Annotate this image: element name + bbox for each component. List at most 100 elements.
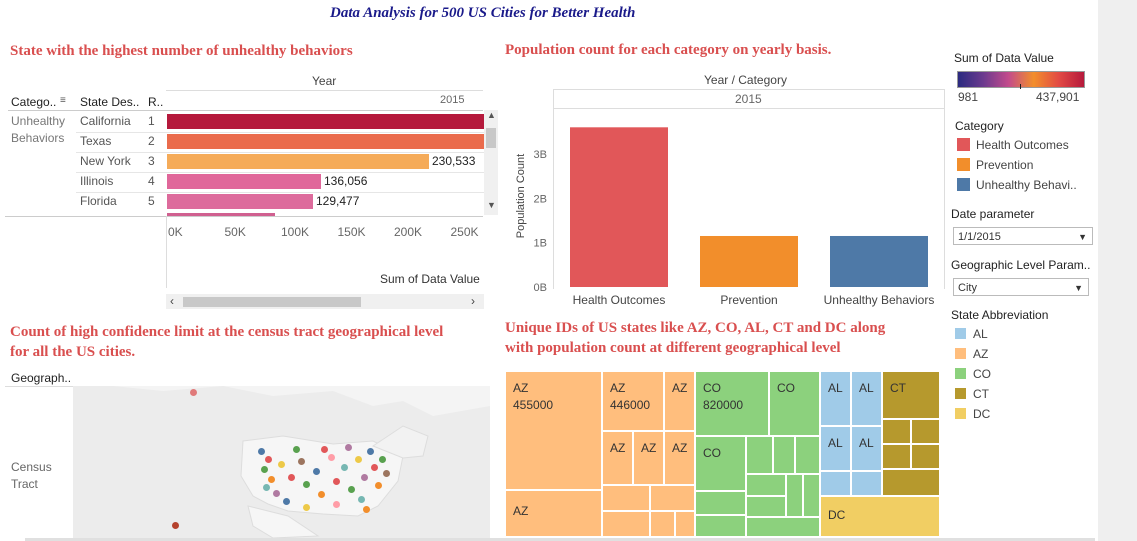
map-dot[interactable] [303, 481, 310, 488]
treemap-cell-co[interactable] [746, 474, 786, 496]
map-dot-hawaii[interactable] [172, 522, 179, 529]
legend-swatch[interactable] [955, 408, 966, 419]
treemap-cell-az[interactable] [675, 511, 695, 537]
treemap-cell-co[interactable] [746, 496, 786, 517]
treemap-cell-az[interactable]: AZ 455000 [505, 371, 602, 490]
map-dot[interactable] [313, 468, 320, 475]
treemap-cell-ct[interactable] [882, 469, 940, 496]
map-dot[interactable] [333, 478, 340, 485]
treemap-cell-ct[interactable] [911, 444, 940, 469]
legend-swatch[interactable] [957, 178, 970, 191]
legend-label[interactable]: Health Outcomes [976, 138, 1069, 152]
treemap-cell-co[interactable] [746, 517, 820, 537]
map-dot[interactable] [355, 456, 362, 463]
bar[interactable] [570, 127, 668, 287]
map-dot[interactable] [379, 456, 386, 463]
chevron-down-icon[interactable]: ▼ [1078, 232, 1087, 242]
h-scroll-thumb[interactable] [183, 297, 361, 307]
legend-label[interactable]: AZ [973, 347, 989, 361]
us-map[interactable] [73, 386, 490, 538]
treemap-cell-co[interactable]: CO 820000 [695, 371, 769, 436]
map-dot[interactable] [348, 486, 355, 493]
map-dot[interactable] [258, 448, 265, 455]
map-dot[interactable] [293, 446, 300, 453]
treemap-cell-al[interactable] [851, 471, 882, 496]
row-bar[interactable] [167, 194, 313, 209]
row-bar[interactable] [167, 154, 429, 169]
legend-label[interactable]: Prevention [976, 158, 1034, 172]
legend-label[interactable]: DC [973, 407, 991, 421]
treemap-cell-co[interactable] [746, 436, 773, 474]
treemap-cell-az[interactable]: AZ [505, 490, 602, 537]
treemap-cell-al[interactable]: AL [851, 426, 882, 471]
map-dot[interactable] [358, 496, 365, 503]
treemap-cell-ct[interactable] [882, 444, 911, 469]
legend-swatch[interactable] [955, 388, 966, 399]
geo-param-dropdown[interactable]: City ▼ [953, 278, 1089, 296]
map-dot[interactable] [345, 444, 352, 451]
map-dot[interactable] [375, 482, 382, 489]
treemap-cell-co[interactable] [773, 436, 795, 474]
treemap-cell-co[interactable]: CO [769, 371, 820, 436]
sort-icon[interactable]: ≡ [60, 95, 66, 106]
bottom-scrollbar[interactable] [25, 538, 1095, 541]
vertical-scrollbar[interactable]: ▲ ▼ [484, 110, 498, 215]
map-dot[interactable] [263, 484, 270, 491]
legend-label[interactable]: CO [973, 367, 991, 381]
legend-swatch[interactable] [957, 158, 970, 171]
bar[interactable] [700, 235, 798, 287]
map-dot[interactable] [367, 448, 374, 455]
map-dot[interactable] [278, 461, 285, 468]
color-gradient-legend[interactable] [957, 71, 1085, 88]
treemap-cell-co[interactable] [695, 515, 746, 537]
treemap-cell-az[interactable]: AZ [664, 371, 695, 431]
map-dot[interactable] [273, 490, 280, 497]
chevron-down-icon[interactable]: ▼ [1074, 283, 1083, 293]
scroll-thumb[interactable] [486, 128, 496, 148]
scroll-up-arrow[interactable]: ▲ [487, 110, 496, 120]
date-param-dropdown[interactable]: 1/1/2015 ▼ [953, 227, 1093, 245]
treemap-cell-az[interactable] [602, 511, 650, 537]
scroll-right-arrow[interactable]: › [471, 294, 475, 308]
header-category[interactable]: Catego.. [11, 95, 57, 109]
treemap-cell-al[interactable]: AL [820, 426, 851, 471]
treemap-cell-al[interactable] [820, 471, 851, 496]
row-bar[interactable] [167, 174, 321, 189]
map-dot[interactable] [321, 446, 328, 453]
map-dot[interactable] [283, 498, 290, 505]
map-dot[interactable] [328, 454, 335, 461]
bar[interactable] [830, 235, 928, 287]
map-dot[interactable] [268, 476, 275, 483]
treemap-cell-ct[interactable] [911, 419, 940, 444]
treemap-cell-co[interactable]: CO [695, 436, 746, 491]
treemap-cell-al[interactable]: AL [820, 371, 851, 426]
map-dot[interactable] [341, 464, 348, 471]
treemap-cell-dc[interactable]: DC [820, 496, 940, 537]
treemap-cell-co[interactable] [795, 436, 820, 474]
treemap-cell-al[interactable]: AL [851, 371, 882, 426]
legend-swatch[interactable] [955, 368, 966, 379]
treemap-cell-az[interactable] [650, 485, 695, 511]
treemap-cell-az[interactable]: AZ 446000 [602, 371, 664, 431]
treemap-cell-az[interactable]: AZ [602, 431, 633, 485]
map-dot[interactable] [303, 504, 310, 511]
legend-label[interactable]: CT [973, 387, 989, 401]
map-dot[interactable] [318, 491, 325, 498]
map-dot[interactable] [298, 458, 305, 465]
legend-swatch[interactable] [955, 348, 966, 359]
legend-swatch[interactable] [955, 328, 966, 339]
header-rank[interactable]: R.. [148, 95, 164, 109]
map-dot[interactable] [383, 470, 390, 477]
treemap-cell-co[interactable] [786, 474, 803, 517]
treemap-cell-co[interactable] [695, 491, 746, 515]
row-bar[interactable] [167, 114, 485, 129]
map-dot[interactable] [265, 456, 272, 463]
header-state[interactable]: State Des.. [80, 95, 140, 109]
legend-label[interactable]: AL [973, 327, 988, 341]
legend-swatch[interactable] [957, 138, 970, 151]
treemap-cell-az[interactable]: AZ [664, 431, 695, 485]
map-dot[interactable] [261, 466, 268, 473]
horizontal-scrollbar[interactable]: ‹ › [166, 294, 484, 309]
scroll-left-arrow[interactable]: ‹ [170, 294, 174, 308]
row-bar[interactable] [167, 134, 485, 149]
